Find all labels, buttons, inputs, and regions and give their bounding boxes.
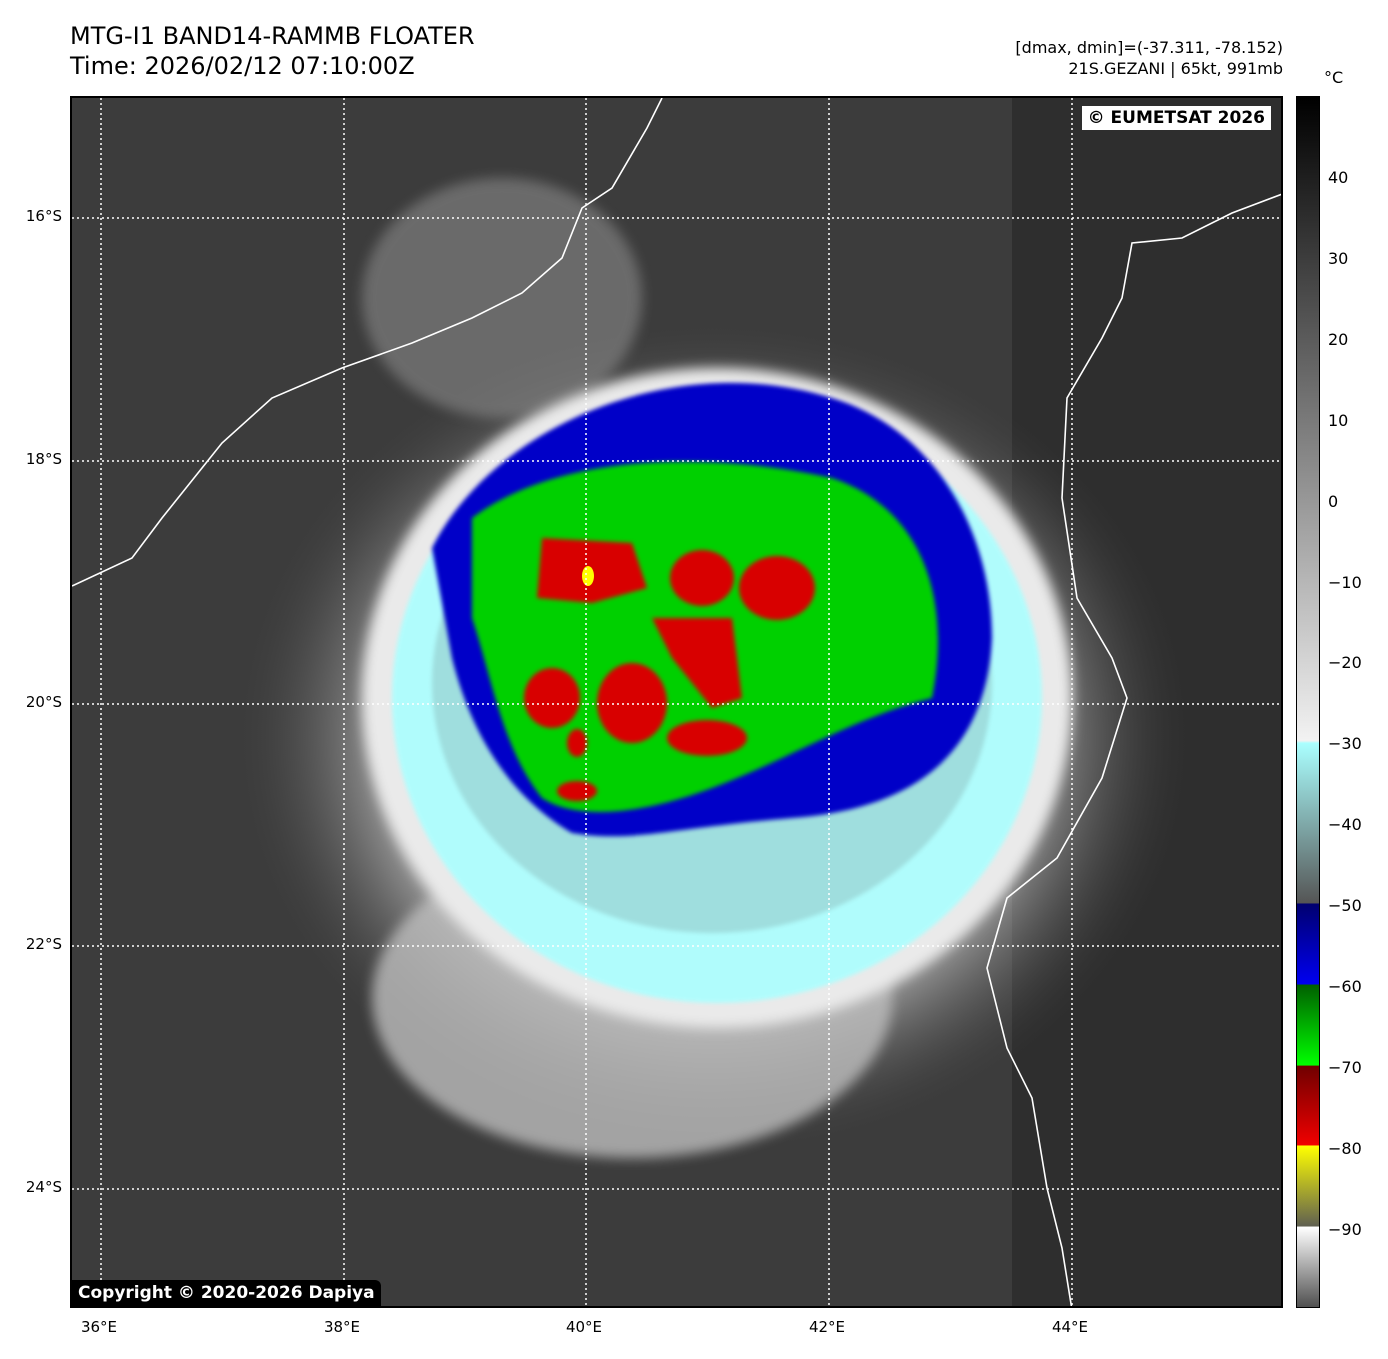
ir-imagery	[72, 98, 1281, 1306]
colorbar-tick-label: 20	[1328, 329, 1349, 349]
storm-info: 21S.GEZANI | 65kt, 991mb	[1068, 59, 1283, 78]
graticule	[72, 98, 1281, 1306]
lon-label: 42°E	[808, 1318, 846, 1336]
lon-label: 44°E	[1051, 1318, 1089, 1336]
lat-label: 22°S	[25, 935, 62, 953]
colorbar-tick-label: −60	[1328, 977, 1362, 996]
colorbar-tick-label: −30	[1328, 734, 1362, 754]
map-title: MTG-I1 BAND14-RAMMB FLOATER	[70, 22, 475, 50]
colorbar-tick-label: −50	[1328, 896, 1362, 916]
colorbar-tick-label: 10	[1328, 410, 1349, 430]
lon-label: 40°E	[565, 1318, 603, 1336]
temp-range: [dmax, dmin]=(-37.311, -78.152)	[1015, 38, 1283, 57]
colorbar-tick-label: −40	[1328, 815, 1362, 835]
colorbar-tick-label: −90	[1328, 1219, 1362, 1239]
colorbar-tick-label: 0	[1328, 491, 1339, 511]
colorbar-tick-label: −70	[1328, 1057, 1362, 1077]
colorbar-tick-label: −10	[1328, 572, 1362, 592]
lat-label: 16°S	[25, 207, 62, 225]
colorbar-tick-label: 30	[1328, 248, 1349, 268]
lat-label: 24°S	[25, 1178, 62, 1196]
lat-label: 18°S	[25, 450, 62, 468]
copyright-label: Copyright © 2020-2026 Dapiya	[72, 1280, 381, 1306]
lon-label: 38°E	[323, 1318, 361, 1336]
satellite-map: © EUMETSAT 2026 Copyright © 2020-2026 Da…	[70, 96, 1283, 1308]
eumetsat-credit: © EUMETSAT 2026	[1081, 106, 1271, 130]
lat-label: 20°S	[25, 693, 62, 711]
colorbar-tick-label: −80	[1328, 1138, 1362, 1158]
colorbar-tick-label: 40	[1328, 168, 1349, 187]
colorbar-unit: °C	[1324, 68, 1344, 87]
timestamp: Time: 2026/02/12 07:10:00Z	[70, 52, 415, 80]
colorbar-tick-label: −20	[1328, 653, 1362, 673]
lon-label: 36°E	[80, 1318, 118, 1336]
colorbar	[1296, 96, 1320, 1308]
